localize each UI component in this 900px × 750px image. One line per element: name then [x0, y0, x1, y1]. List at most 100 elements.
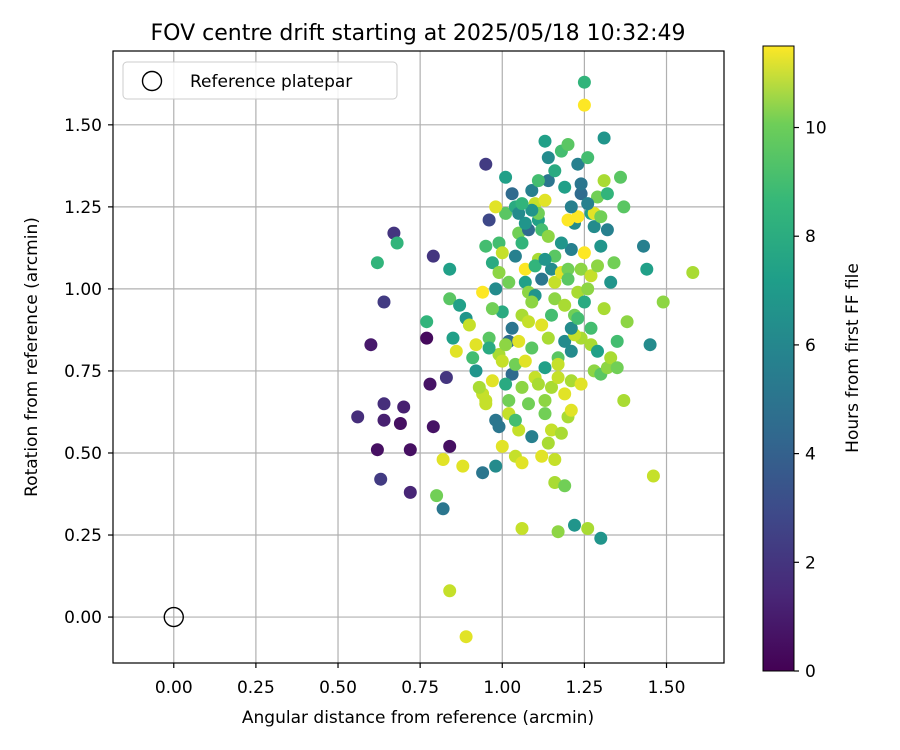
y-tick-label: 0.75 — [64, 362, 102, 382]
scatter-point — [515, 522, 529, 535]
scatter-point — [541, 436, 555, 450]
scatter-point — [561, 272, 575, 286]
scatter-point — [479, 239, 493, 253]
scatter-point — [545, 262, 558, 276]
scatter-point — [574, 262, 588, 276]
scatter-point — [584, 321, 598, 335]
y-tick-label: 1.50 — [64, 116, 102, 136]
scatter-point — [610, 334, 624, 348]
scatter-point — [485, 256, 499, 270]
scatter-point — [443, 584, 457, 598]
scatter-point — [538, 193, 552, 207]
scatter-point — [617, 200, 631, 214]
x-tick-label: 1.25 — [565, 678, 603, 698]
scatter-point — [479, 157, 493, 171]
colorbar-ticks: 0 2 4 6 8 10 — [794, 119, 827, 682]
scatter-point — [492, 266, 506, 279]
scatter-point — [571, 311, 585, 325]
scatter-point — [564, 374, 578, 388]
scatter-point — [545, 380, 558, 394]
scatter-point — [531, 174, 545, 188]
scatter-point — [489, 200, 503, 214]
scatter-point — [614, 170, 627, 184]
x-tick-label: 0.50 — [319, 678, 357, 698]
scatter-point — [430, 489, 444, 503]
scatter-point — [499, 170, 513, 184]
scatter-point — [564, 200, 578, 214]
scatter-point — [594, 239, 608, 253]
scatter-point — [499, 338, 513, 352]
scatter-point — [571, 157, 585, 171]
scatter-point — [462, 318, 476, 332]
scatter-point — [492, 420, 506, 434]
scatter-point — [499, 206, 513, 220]
scatter-point — [512, 423, 526, 437]
scatter-point — [574, 377, 588, 391]
scatter-point — [374, 472, 388, 486]
scatter-point — [420, 315, 434, 329]
scatter-point — [581, 522, 595, 535]
scatter-point — [469, 364, 483, 378]
scatter-point — [489, 282, 503, 296]
scatter-point — [604, 275, 618, 289]
x-axis-ticks: 0.00 0.25 0.50 0.75 1.00 1.25 1.50 — [155, 663, 685, 698]
colorbar-tick-label: 0 — [805, 662, 816, 682]
scatter-point — [558, 298, 572, 312]
colorbar-tick-label: 2 — [805, 553, 816, 573]
scatter-point — [574, 187, 588, 201]
legend-entry: Reference platepar — [190, 72, 352, 92]
scatter-point — [597, 302, 611, 316]
scatter-point — [574, 177, 588, 191]
scatter-point — [446, 331, 460, 345]
scatter-point — [584, 269, 598, 283]
scatter-point — [548, 476, 562, 489]
scatter-point — [512, 334, 526, 348]
scatter-point — [525, 184, 539, 197]
scatter-point — [512, 226, 526, 240]
scatter-point — [551, 525, 565, 539]
scatter-point — [508, 249, 522, 263]
scatter-point — [420, 331, 434, 345]
scatter-point — [564, 344, 578, 358]
x-tick-label: 0.75 — [401, 678, 439, 698]
scatter-point — [538, 407, 552, 421]
scatter-point — [518, 262, 532, 276]
scatter-point — [548, 453, 562, 466]
scatter-point — [591, 259, 604, 273]
scatter-point — [515, 456, 529, 470]
scatter-point — [505, 321, 519, 335]
scatter-point — [485, 302, 499, 316]
scatter-point — [459, 630, 473, 644]
reference-marker — [163, 606, 184, 628]
scatter-point — [377, 413, 391, 427]
scatter-point — [403, 485, 417, 499]
chart-title: FOV centre drift starting at 2025/05/18 … — [151, 21, 686, 46]
scatter-point — [525, 430, 539, 444]
scatter-point — [512, 206, 526, 220]
scatter-point — [600, 223, 614, 237]
scatter-point — [469, 338, 483, 352]
scatter-point — [620, 315, 634, 329]
scatter-point — [485, 374, 499, 388]
scatter-point — [515, 197, 529, 211]
scatter-point — [600, 361, 614, 375]
scatter-point — [541, 174, 555, 188]
scatter-point — [610, 361, 624, 375]
scatter-point — [397, 400, 411, 414]
scatter-point — [370, 256, 384, 270]
scatter-point — [541, 151, 555, 165]
scatter-point — [551, 371, 565, 384]
scatter-point — [522, 315, 535, 329]
scatter-point — [393, 417, 407, 430]
reference-point — [163, 606, 184, 628]
scatter-point — [561, 262, 575, 276]
scatter-point — [548, 164, 562, 178]
scatter-point — [453, 298, 467, 312]
scatter-point — [515, 236, 529, 250]
scatter-point — [482, 331, 496, 345]
scatter-point — [370, 443, 384, 457]
y-axis-label: Rotation from reference (arcmin) — [22, 217, 42, 497]
scatter-point — [508, 357, 522, 371]
legend-marker — [141, 70, 163, 92]
scatter-point — [571, 285, 585, 299]
